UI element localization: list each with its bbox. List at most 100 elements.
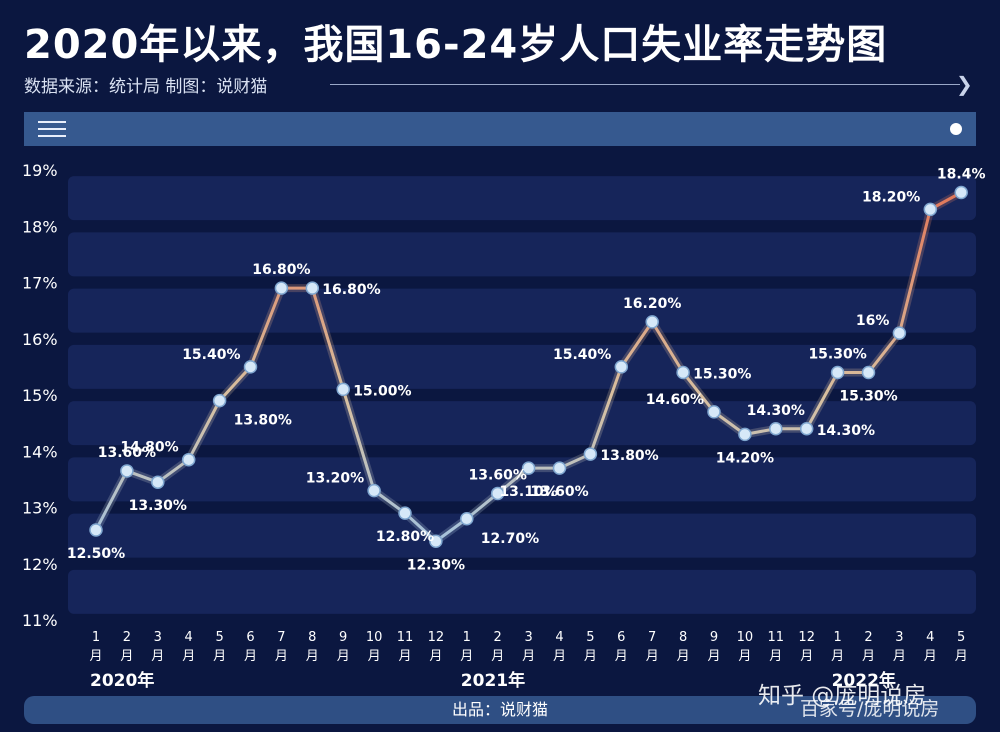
data-point [398, 506, 412, 520]
grid-band [68, 569, 976, 614]
data-point [923, 202, 938, 217]
x-tick-suffix: 月 [646, 649, 659, 664]
x-tick-label: 8 [308, 630, 316, 645]
x-tick-suffix: 月 [738, 649, 751, 664]
x-tick-suffix: 月 [460, 649, 473, 664]
x-tick-suffix: 月 [584, 649, 597, 664]
data-label: 15.30% [693, 367, 751, 383]
x-tick-label: 10 [366, 630, 383, 645]
x-tick-label: 3 [524, 630, 532, 645]
y-tick-label: 18% [22, 217, 58, 236]
grid-band [68, 457, 976, 502]
x-tick-suffix: 月 [831, 649, 844, 664]
data-label: 15.40% [553, 347, 611, 363]
dot-icon[interactable] [950, 123, 962, 135]
x-tick-suffix: 月 [429, 649, 442, 664]
x-tick-suffix: 月 [553, 649, 566, 664]
data-point [583, 447, 598, 461]
divider-line [330, 84, 960, 85]
x-tick-label: 9 [339, 630, 347, 645]
grid-band [68, 232, 976, 277]
x-tick-suffix: 月 [368, 649, 381, 664]
x-tick-label: 2 [494, 630, 502, 645]
x-tick-label: 5 [586, 630, 594, 645]
data-point [336, 382, 350, 397]
data-point [490, 486, 505, 501]
y-tick-label: 19% [22, 161, 58, 180]
data-point [429, 534, 443, 548]
data-point [552, 461, 567, 475]
data-label: 13.80% [600, 448, 658, 464]
data-point [89, 523, 103, 537]
data-label: 13.60% [469, 467, 527, 483]
x-tick-suffix: 月 [398, 649, 411, 664]
x-tick-label: 5 [215, 630, 223, 645]
data-point [645, 315, 659, 329]
grid-band [68, 513, 976, 558]
x-tick-label: 11 [768, 630, 785, 645]
x-tick-suffix: 月 [337, 649, 350, 664]
data-label: 14.30% [747, 403, 805, 419]
data-point [676, 365, 690, 380]
grid-band [68, 288, 976, 333]
data-label: 12.50% [67, 546, 125, 562]
x-tick-label: 12 [798, 630, 815, 645]
year-label: 2022年 [832, 670, 896, 690]
grid-band [68, 176, 976, 221]
x-tick-label: 8 [679, 630, 687, 645]
footer-label: 出品：说财猫 [451, 700, 548, 719]
x-tick-suffix: 月 [151, 649, 164, 664]
data-label: 12.70% [481, 531, 539, 547]
data-label: 13.10% [499, 484, 557, 500]
watermark-zhihu: 知乎 @庞明说房 [758, 683, 927, 709]
x-tick-suffix: 月 [800, 649, 813, 664]
data-label: 14.60% [646, 392, 704, 408]
x-tick-suffix: 月 [120, 649, 133, 664]
x-tick-suffix: 月 [677, 649, 690, 664]
data-point [305, 281, 320, 295]
menu-icon[interactable] [38, 121, 66, 137]
x-tick-label: 2 [123, 630, 131, 645]
y-tick-label: 12% [22, 555, 58, 574]
data-label: 16.80% [322, 282, 380, 298]
x-tick-label: 4 [926, 630, 934, 645]
data-point [861, 365, 876, 380]
data-point [830, 365, 845, 380]
x-tick-suffix: 月 [306, 649, 319, 664]
data-label: 18.4% [937, 167, 986, 183]
x-tick-suffix: 月 [955, 649, 968, 664]
x-tick-label: 6 [246, 630, 254, 645]
data-point [181, 452, 196, 467]
year-label: 2021年 [461, 670, 525, 690]
x-tick-label: 11 [397, 630, 414, 645]
x-tick-label: 7 [648, 630, 656, 645]
data-label: 12.30% [407, 557, 465, 573]
x-tick-label: 10 [737, 630, 754, 645]
x-tick-suffix: 月 [522, 649, 535, 664]
x-tick-suffix: 月 [491, 649, 504, 664]
x-tick-label: 2 [864, 630, 872, 645]
x-tick-label: 4 [555, 630, 563, 645]
source-credit: 数据来源：统计局 制图：说财猫 [24, 77, 268, 97]
x-tick-label: 5 [957, 630, 965, 645]
x-tick-suffix: 月 [182, 649, 195, 664]
data-label: 12.80% [376, 529, 434, 545]
data-label: 15.40% [182, 347, 240, 363]
data-label: 13.30% [129, 498, 187, 514]
x-tick-suffix: 月 [707, 649, 720, 664]
data-point [212, 393, 227, 408]
data-label: 15.30% [808, 347, 866, 363]
footer-bar: 出品：说财猫 [24, 696, 976, 724]
data-label: 16.20% [623, 296, 681, 312]
data-label: 14.30% [817, 423, 875, 439]
x-tick-suffix: 月 [893, 649, 906, 664]
data-label: 15.00% [353, 383, 411, 399]
data-label: 14.20% [716, 450, 774, 466]
data-point [799, 422, 814, 436]
y-tick-label: 16% [22, 330, 58, 349]
watermark-baijiahao: 百家号/庞明说房 [800, 698, 940, 720]
y-tick-label: 15% [22, 386, 58, 405]
data-label: 15.30% [839, 389, 897, 405]
page-title: 2020年以来，我国16-24岁人口失业率走势图 [24, 22, 888, 68]
y-tick-label: 14% [22, 442, 58, 461]
